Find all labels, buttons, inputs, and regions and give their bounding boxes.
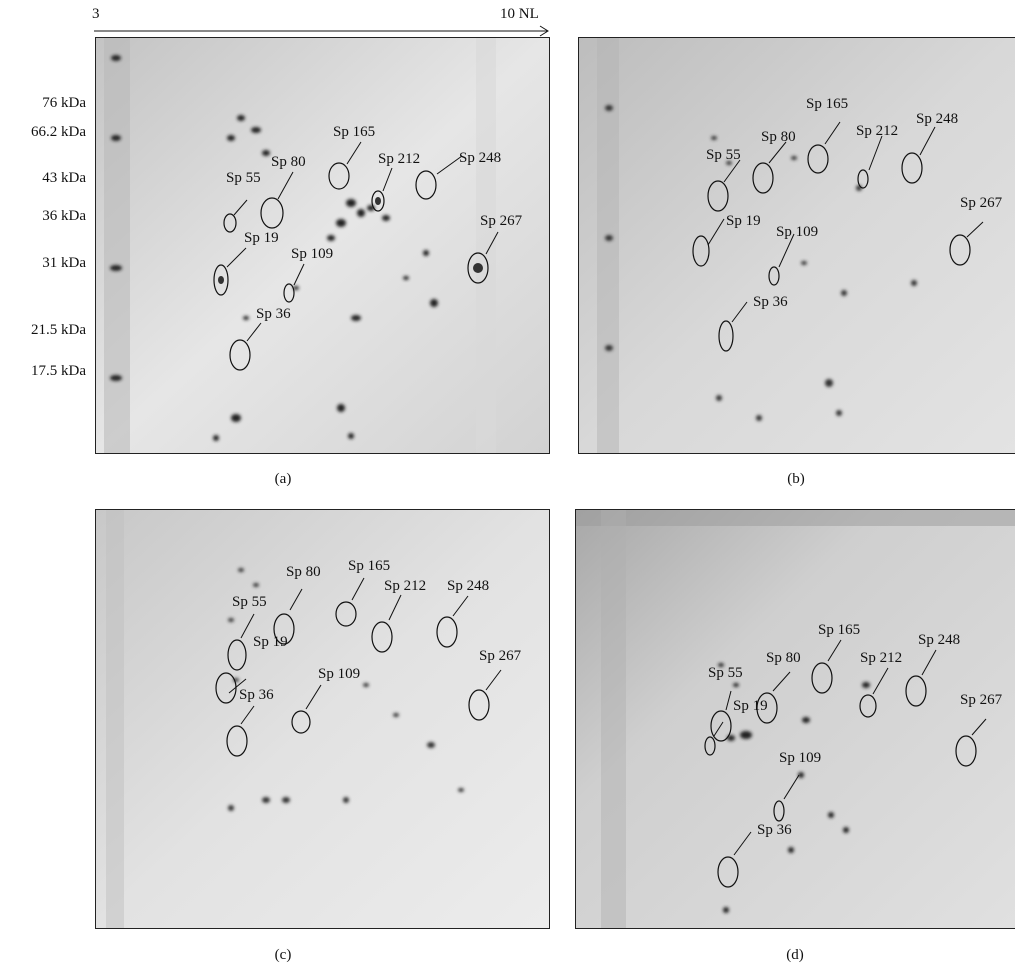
gel-image-a: Sp 165 Sp 80 Sp 212 Sp 248 Sp 55 Sp 267 … <box>96 38 549 453</box>
spot-label-c-4: Sp 55 <box>232 594 267 610</box>
spot-label-c-1: Sp 165 <box>348 558 390 574</box>
spot-label-c-0: Sp 80 <box>286 564 321 580</box>
spot-label-c-2: Sp 212 <box>384 578 426 594</box>
spot-label-b-4: Sp 55 <box>706 147 741 163</box>
panel-caption-c: (c) <box>274 947 292 963</box>
spot-label-d-2: Sp 212 <box>860 650 902 666</box>
ph-axis-start: 3 <box>92 6 100 22</box>
spot-label-a-0: Sp 165 <box>333 124 375 140</box>
spot-label-a-4: Sp 55 <box>226 170 261 186</box>
mw-marker-31: 31 kDa <box>42 255 86 271</box>
mw-marker-17: 17.5 kDa <box>31 363 86 379</box>
spot-label-d-7: Sp 109 <box>779 750 821 766</box>
spot-label-c-6: Sp 19 <box>253 634 288 650</box>
ph-axis-end: 10 NL <box>500 6 539 22</box>
mw-marker-76: 76 kDa <box>42 95 86 111</box>
spot-label-d-5: Sp 19 <box>733 698 768 714</box>
spot-label-c-7: Sp 109 <box>318 666 360 682</box>
spot-label-c-8: Sp 36 <box>239 687 274 703</box>
spot-label-a-2: Sp 212 <box>378 151 420 167</box>
panel-caption-d: (d) <box>786 947 804 963</box>
spot-label-b-5: Sp 267 <box>960 195 1003 211</box>
spot-label-b-1: Sp 80 <box>761 129 796 145</box>
gel-panel-c: Sp 80 Sp 165 Sp 212 Sp 248 Sp 55 Sp 267 … <box>95 509 550 929</box>
mw-marker-43: 43 kDa <box>42 170 86 186</box>
spot-label-a-5: Sp 267 <box>480 213 523 229</box>
spot-label-a-3: Sp 248 <box>459 150 501 166</box>
gel-panel-a: Sp 165 Sp 80 Sp 212 Sp 248 Sp 55 Sp 267 … <box>95 37 550 454</box>
spot-label-d-8: Sp 36 <box>757 822 792 838</box>
panel-caption-b: (b) <box>787 471 805 487</box>
spot-label-d-3: Sp 248 <box>918 632 960 648</box>
gel-image-b: Sp 165 Sp 80 Sp 212 Sp 248 Sp 55 Sp 267 … <box>579 38 1015 453</box>
spot-label-b-6: Sp 19 <box>726 213 761 229</box>
spot-label-b-7: Sp 109 <box>776 224 818 240</box>
mw-marker-36: 36 kDa <box>42 208 86 224</box>
spot-label-b-8: Sp 36 <box>753 294 788 310</box>
spot-label-d-6: Sp 267 <box>960 692 1003 708</box>
spot-label-a-7: Sp 109 <box>291 246 333 262</box>
spot-label-d-0: Sp 165 <box>818 622 860 638</box>
spot-label-a-8: Sp 36 <box>256 306 291 322</box>
mw-marker-21: 21.5 kDa <box>31 322 86 338</box>
spot-label-c-5: Sp 267 <box>479 648 522 664</box>
gel-panel-b: Sp 165 Sp 80 Sp 212 Sp 248 Sp 55 Sp 267 … <box>578 37 1015 454</box>
spot-label-b-2: Sp 212 <box>856 123 898 139</box>
spot-label-d-1: Sp 80 <box>766 650 801 666</box>
gel-image-d: Sp 165 Sp 80 Sp 212 Sp 248 Sp 55 Sp 19 S… <box>576 510 1015 928</box>
gel-panel-d: Sp 165 Sp 80 Sp 212 Sp 248 Sp 55 Sp 19 S… <box>575 509 1015 929</box>
spot-label-c-3: Sp 248 <box>447 578 489 594</box>
ph-axis-arrow <box>94 25 549 37</box>
gel-image-c: Sp 80 Sp 165 Sp 212 Sp 248 Sp 55 Sp 267 … <box>96 510 549 928</box>
panel-caption-a: (a) <box>274 471 292 487</box>
spot-label-b-0: Sp 165 <box>806 96 848 112</box>
mw-marker-66: 66.2 kDa <box>31 124 86 140</box>
spot-label-b-3: Sp 248 <box>916 111 958 127</box>
spot-label-d-4: Sp 55 <box>708 665 743 681</box>
spot-label-a-1: Sp 80 <box>271 154 306 170</box>
spot-label-a-6: Sp 19 <box>244 230 279 246</box>
